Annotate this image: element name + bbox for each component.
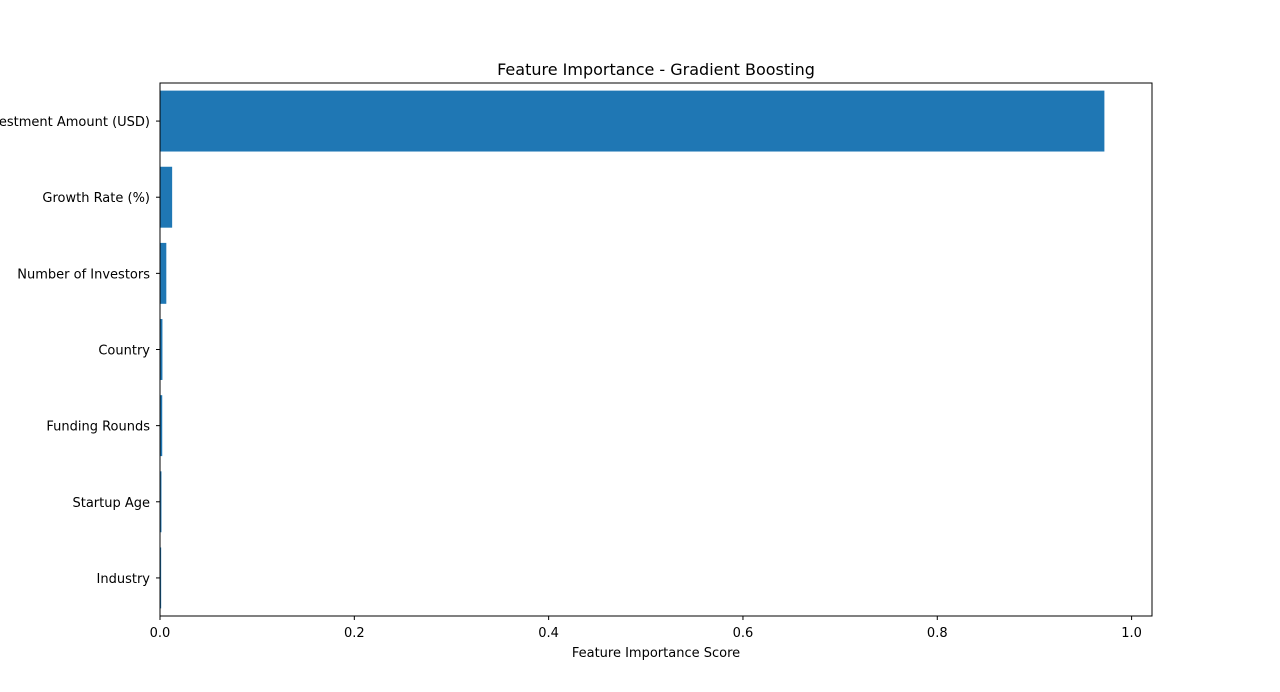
y-tick-label: Industry bbox=[97, 572, 151, 587]
y-tick-label: Number of Investors bbox=[17, 267, 150, 282]
bar-3 bbox=[160, 319, 163, 380]
bar-1 bbox=[160, 166, 173, 228]
x-tick-label: 0.0 bbox=[150, 626, 171, 641]
x-tick-label: 1.0 bbox=[1121, 626, 1142, 641]
bar-4 bbox=[160, 395, 163, 457]
bar-2 bbox=[160, 242, 167, 304]
y-tick-label: Startup Age bbox=[72, 496, 150, 511]
x-tick-label: 0.2 bbox=[344, 626, 365, 641]
y-tick-labels: Investment Amount (USD) Growth Rate (%) Nu… bbox=[0, 115, 160, 587]
x-tick-label: 0.6 bbox=[733, 626, 754, 641]
y-tick-label: Growth Rate (%) bbox=[42, 191, 150, 206]
bars-group bbox=[160, 90, 1105, 609]
bar-0 bbox=[160, 90, 1105, 152]
plot-frame bbox=[159, 82, 1153, 617]
y-tick-label: Funding Rounds bbox=[46, 420, 150, 435]
x-tick-label: 0.4 bbox=[538, 626, 559, 641]
bar-6 bbox=[160, 547, 162, 609]
y-tick-label: Country bbox=[98, 344, 150, 359]
bar-5 bbox=[160, 471, 162, 533]
x-ticks: 0.0 0.2 0.4 0.6 0.8 1.0 bbox=[150, 616, 1142, 641]
x-axis-label: Feature Importance Score bbox=[572, 646, 740, 661]
y-tick-label: Investment Amount (USD) bbox=[0, 115, 150, 130]
chart-title: Feature Importance - Gradient Boosting bbox=[497, 60, 815, 79]
x-tick-label: 0.8 bbox=[927, 626, 948, 641]
